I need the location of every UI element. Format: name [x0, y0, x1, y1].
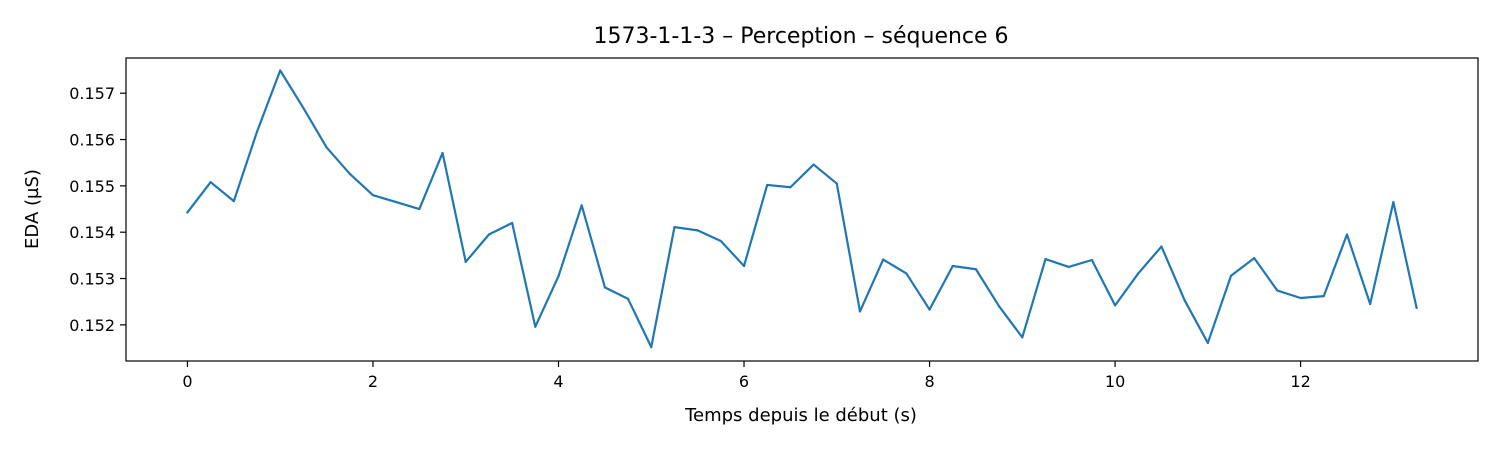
eda-data-point — [928, 308, 931, 311]
x-tick-label: 8 — [924, 372, 934, 391]
x-axis-ticks: 0 2 4 6 8 10 12 — [182, 361, 1311, 391]
eda-data-point — [835, 182, 838, 185]
y-tick-label: 0.155 — [69, 177, 115, 196]
eda-data-point — [789, 186, 792, 189]
eda-data-point — [696, 229, 699, 232]
eda-data-point — [650, 346, 653, 349]
eda-data-point — [534, 325, 537, 328]
x-tick-label: 12 — [1290, 372, 1310, 391]
eda-data-point — [580, 204, 583, 207]
eda-data-point — [371, 194, 375, 197]
eda-data-point — [905, 272, 908, 275]
eda-data-point — [348, 172, 351, 175]
eda-data-point — [464, 260, 467, 263]
eda-data-point — [626, 297, 630, 301]
eda-data-point — [1229, 274, 1233, 277]
eda-data-point — [279, 69, 282, 72]
x-axis-label: Temps depuis le début (s) — [684, 405, 917, 426]
eda-data-point — [557, 275, 560, 278]
eda-data-point — [255, 130, 259, 133]
y-tick-label: 0.157 — [69, 84, 115, 103]
eda-data-point — [511, 221, 514, 225]
eda-data-point — [998, 305, 1001, 308]
eda-data-point — [1299, 296, 1302, 300]
eda-data-point — [1137, 272, 1140, 275]
eda-data-point — [186, 211, 189, 214]
eda-data-point — [1021, 336, 1024, 339]
eda-data-point — [1345, 233, 1349, 236]
eda-data-point — [1322, 295, 1325, 298]
x-tick-label: 4 — [553, 372, 563, 391]
eda-data-point — [1369, 302, 1372, 306]
x-tick-label: 10 — [1105, 372, 1125, 391]
eda-data-point — [1392, 200, 1395, 204]
eda-data-point — [1206, 341, 1209, 345]
eda-data-point — [812, 163, 815, 166]
eda-data-point — [1113, 304, 1117, 307]
y-tick-label: 0.153 — [69, 270, 115, 289]
y-axis-ticks: 0.152 0.153 0.154 0.155 0.156 0.157 — [69, 84, 126, 335]
eda-data-point — [1067, 265, 1070, 269]
eda-data-point — [951, 264, 954, 268]
eda-data-point — [673, 226, 676, 229]
y-tick-label: 0.154 — [69, 223, 115, 242]
eda-data-point — [1090, 258, 1093, 262]
y-tick-label: 0.156 — [69, 131, 115, 150]
eda-data-point — [603, 286, 606, 289]
plot-area-frame — [125, 57, 1479, 362]
y-axis-label: EDA (µS) — [22, 169, 43, 249]
eda-data-point — [1253, 257, 1256, 260]
eda-data-point — [1415, 306, 1418, 309]
eda-data-point — [232, 200, 235, 203]
eda-data-point — [742, 264, 746, 268]
eda-data-points — [186, 69, 1418, 349]
eda-data-point — [858, 310, 862, 313]
x-tick-label: 2 — [368, 372, 378, 391]
eda-data-point — [719, 239, 722, 243]
eda-data-point — [1183, 299, 1186, 302]
eda-data-point — [325, 146, 328, 149]
eda-data-point — [882, 258, 885, 261]
eda-data-point — [302, 106, 305, 110]
chart-title: 1573-1-1-3 – Perception – séquence 6 — [593, 24, 1008, 49]
x-tick-label: 6 — [739, 372, 749, 391]
eda-data-point — [441, 151, 444, 155]
eda-series-line — [185, 69, 1418, 349]
eda-data-point — [209, 181, 212, 184]
y-tick-label: 0.152 — [69, 316, 115, 335]
eda-data-point — [1276, 289, 1279, 292]
eda-data-point — [1044, 257, 1047, 261]
eda-data-point — [418, 207, 421, 211]
eda-data-point — [766, 183, 769, 187]
eda-data-point — [974, 268, 978, 271]
x-tick-label: 0 — [182, 372, 192, 391]
eda-data-point — [1160, 245, 1163, 248]
eda-data-point — [395, 200, 398, 204]
eda-data-point — [487, 233, 491, 236]
